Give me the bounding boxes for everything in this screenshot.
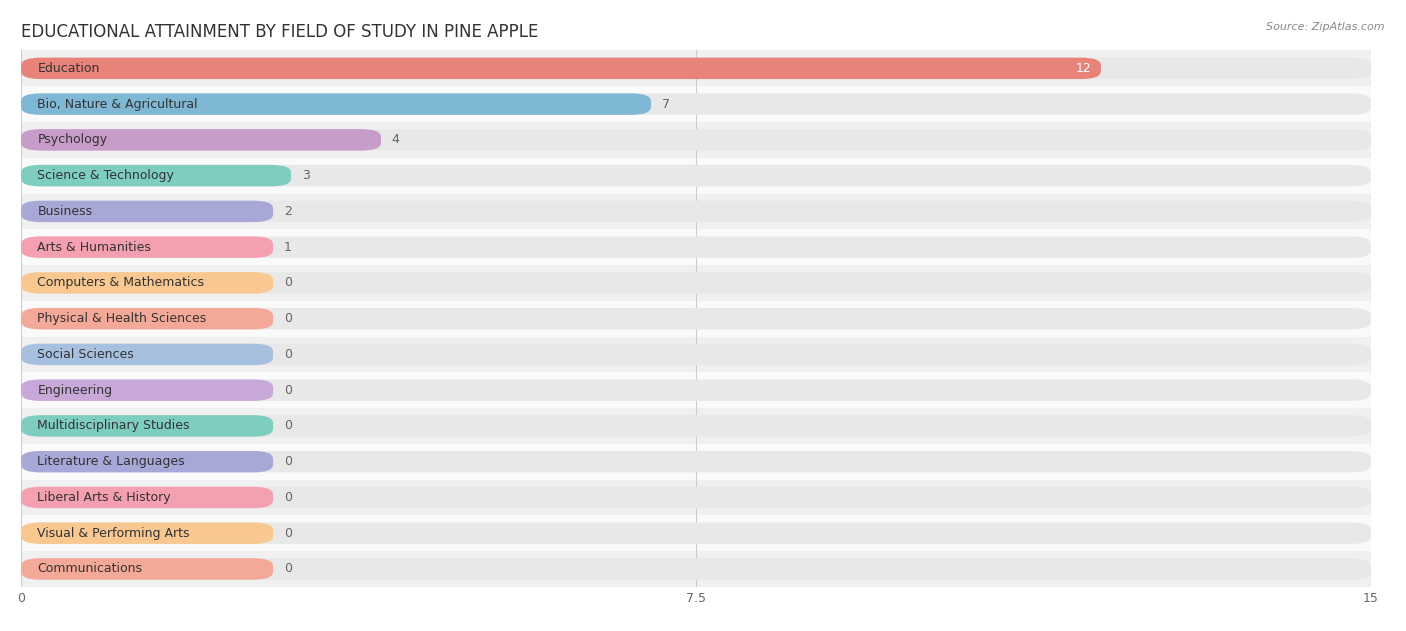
FancyBboxPatch shape <box>21 57 1101 79</box>
FancyBboxPatch shape <box>21 308 1371 329</box>
Text: Social Sciences: Social Sciences <box>38 348 134 361</box>
FancyBboxPatch shape <box>21 522 1371 544</box>
Text: 0: 0 <box>284 420 292 432</box>
Bar <box>21 86 1371 122</box>
Bar <box>21 444 1371 480</box>
Text: 0: 0 <box>284 491 292 504</box>
FancyBboxPatch shape <box>21 522 273 544</box>
Text: 0: 0 <box>284 455 292 468</box>
Text: 7: 7 <box>662 98 669 110</box>
Text: EDUCATIONAL ATTAINMENT BY FIELD OF STUDY IN PINE APPLE: EDUCATIONAL ATTAINMENT BY FIELD OF STUDY… <box>21 23 538 40</box>
Bar <box>21 265 1371 301</box>
FancyBboxPatch shape <box>21 344 273 365</box>
Text: 0: 0 <box>284 384 292 397</box>
Text: 1: 1 <box>284 240 291 254</box>
FancyBboxPatch shape <box>21 237 1371 258</box>
Bar <box>21 480 1371 516</box>
Text: Education: Education <box>38 62 100 75</box>
Text: 0: 0 <box>284 312 292 325</box>
Bar <box>21 372 1371 408</box>
Text: Communications: Communications <box>38 562 142 575</box>
FancyBboxPatch shape <box>21 451 1371 473</box>
FancyBboxPatch shape <box>21 201 273 222</box>
Bar <box>21 50 1371 86</box>
FancyBboxPatch shape <box>21 487 273 508</box>
Text: Visual & Performing Arts: Visual & Performing Arts <box>38 527 190 540</box>
FancyBboxPatch shape <box>21 379 1371 401</box>
Bar <box>21 408 1371 444</box>
Text: Psychology: Psychology <box>38 133 107 146</box>
FancyBboxPatch shape <box>21 272 273 293</box>
Text: Computers & Mathematics: Computers & Mathematics <box>38 276 204 290</box>
FancyBboxPatch shape <box>21 487 1371 508</box>
Text: Arts & Humanities: Arts & Humanities <box>38 240 152 254</box>
Text: Physical & Health Sciences: Physical & Health Sciences <box>38 312 207 325</box>
FancyBboxPatch shape <box>21 129 381 151</box>
Bar <box>21 158 1371 194</box>
Text: Literature & Languages: Literature & Languages <box>38 455 186 468</box>
Bar <box>21 336 1371 372</box>
FancyBboxPatch shape <box>21 93 1371 115</box>
FancyBboxPatch shape <box>21 272 1371 293</box>
FancyBboxPatch shape <box>21 558 1371 580</box>
Bar <box>21 122 1371 158</box>
FancyBboxPatch shape <box>21 93 651 115</box>
Text: Source: ZipAtlas.com: Source: ZipAtlas.com <box>1267 22 1385 32</box>
Text: Bio, Nature & Agricultural: Bio, Nature & Agricultural <box>38 98 198 110</box>
FancyBboxPatch shape <box>21 57 1371 79</box>
Bar <box>21 194 1371 229</box>
FancyBboxPatch shape <box>21 308 273 329</box>
Text: Science & Technology: Science & Technology <box>38 169 174 182</box>
Text: Multidisciplinary Studies: Multidisciplinary Studies <box>38 420 190 432</box>
Bar <box>21 551 1371 587</box>
FancyBboxPatch shape <box>21 558 273 580</box>
Text: 0: 0 <box>284 348 292 361</box>
Text: 3: 3 <box>302 169 309 182</box>
Text: 2: 2 <box>284 205 291 218</box>
FancyBboxPatch shape <box>21 415 1371 437</box>
FancyBboxPatch shape <box>21 344 1371 365</box>
FancyBboxPatch shape <box>21 201 1371 222</box>
Text: 0: 0 <box>284 276 292 290</box>
FancyBboxPatch shape <box>21 451 273 473</box>
Text: 0: 0 <box>284 562 292 575</box>
FancyBboxPatch shape <box>21 379 273 401</box>
Bar <box>21 301 1371 336</box>
Bar <box>21 229 1371 265</box>
Text: Liberal Arts & History: Liberal Arts & History <box>38 491 172 504</box>
FancyBboxPatch shape <box>21 129 1371 151</box>
Text: Business: Business <box>38 205 93 218</box>
FancyBboxPatch shape <box>21 165 1371 186</box>
FancyBboxPatch shape <box>21 237 273 258</box>
FancyBboxPatch shape <box>21 165 291 186</box>
Text: Engineering: Engineering <box>38 384 112 397</box>
Text: 4: 4 <box>392 133 399 146</box>
Text: 12: 12 <box>1076 62 1092 75</box>
Bar <box>21 516 1371 551</box>
FancyBboxPatch shape <box>21 415 273 437</box>
Text: 0: 0 <box>284 527 292 540</box>
